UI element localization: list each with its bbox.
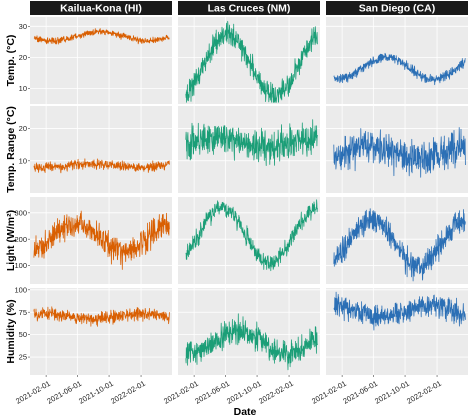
y-tick-label: 100	[14, 285, 27, 294]
series-line-las-cruces-nm-temp-c	[185, 20, 318, 103]
panel-temp-range-c-san-diego-ca	[326, 106, 468, 193]
panel-background	[178, 288, 320, 375]
strip-las-cruces-nm: Las Cruces (NM)	[178, 1, 320, 15]
y-tick-label: 20	[19, 124, 27, 133]
x-tick-label: 2022-02-01	[405, 379, 443, 406]
y-axis-label-temp-c: Temp. (°C)	[5, 35, 17, 87]
y-axis-label-temp-range-c: Temp. Range (°C)	[5, 106, 17, 193]
x-tick-label: 2022-02-01	[109, 379, 147, 406]
panels-layer	[30, 17, 468, 375]
series-line-las-cruces-nm-light-w-m	[185, 199, 318, 272]
panel-temp-c-las-cruces-nm	[178, 17, 320, 104]
panel-humidity-san-diego-ca	[326, 288, 468, 375]
x-tick-label: 2021-10-01	[225, 379, 263, 406]
strip-san-diego-ca: San Diego (CA)	[326, 1, 468, 15]
y-tick-label: 300	[14, 208, 27, 217]
x-tick-label: 2021-06-01	[341, 379, 379, 406]
y-tick-label: 10	[19, 84, 27, 93]
x-tick-label: 2021-06-01	[45, 379, 83, 406]
y-tick-label: 10	[19, 156, 27, 165]
panel-background	[30, 17, 172, 104]
series-line-san-diego-ca-temp-c	[333, 52, 466, 86]
strip-kailua-kona-hi: Kailua-Kona (HI)	[30, 1, 172, 15]
x-tick-label: 2022-02-01	[257, 379, 295, 406]
series-line-las-cruces-nm-humidity	[185, 313, 318, 371]
panel-light-w-m-kailua-kona-hi	[30, 197, 172, 284]
panel-temp-range-c-kailua-kona-hi	[30, 106, 172, 193]
strip-background	[178, 1, 320, 15]
strip-label: Las Cruces (NM)	[208, 3, 291, 15]
series-line-san-diego-ca-humidity	[333, 291, 466, 331]
series-line-kailua-kona-hi-temp-c	[33, 28, 170, 45]
y-tick-label: 100	[14, 261, 27, 270]
panel-background	[326, 288, 468, 375]
panel-light-w-m-san-diego-ca	[326, 197, 468, 284]
strip-background	[326, 1, 468, 15]
y-axis-label-light-w-m: Light (W/m²)	[5, 210, 17, 271]
panel-background	[30, 288, 172, 375]
strip-background	[30, 1, 172, 15]
strip-label: Kailua-Kona (HI)	[60, 3, 142, 15]
panel-humidity-las-cruces-nm	[178, 288, 320, 375]
strip-label: San Diego (CA)	[359, 3, 435, 15]
panel-light-w-m-las-cruces-nm	[178, 197, 320, 284]
panel-temp-c-san-diego-ca	[326, 17, 468, 104]
y-tick-label: 50	[19, 330, 27, 339]
series-line-kailua-kona-hi-humidity	[33, 306, 170, 327]
x-tick-label: 2021-06-01	[193, 379, 231, 406]
series-line-san-diego-ca-light-w-m	[333, 208, 466, 282]
x-tick-label: 2021-02-01	[310, 379, 348, 406]
panel-temp-range-c-las-cruces-nm	[178, 106, 320, 193]
y-tick-label: 200	[14, 235, 27, 244]
series-line-san-diego-ca-temp-range-c	[333, 127, 466, 178]
series-line-las-cruces-nm-temp-range-c	[185, 119, 318, 167]
y-tick-label: 30	[19, 22, 27, 31]
y-tick-label: 25	[19, 353, 27, 362]
x-tick-label: 2021-10-01	[77, 379, 115, 406]
x-tick-label: 2021-02-01	[14, 379, 52, 406]
x-axis-title: Date	[234, 406, 257, 418]
y-axis-label-humidity: Humidity (%)	[5, 299, 17, 363]
panel-background	[30, 106, 172, 193]
x-tick-label: 2021-10-01	[373, 379, 411, 406]
y-tick-label: 20	[19, 53, 27, 62]
panel-temp-c-kailua-kona-hi	[30, 17, 172, 104]
series-line-kailua-kona-hi-temp-range-c	[33, 158, 170, 174]
x-tick-label: 2021-02-01	[162, 379, 200, 406]
panel-humidity-kailua-kona-hi	[30, 288, 172, 375]
series-line-kailua-kona-hi-light-w-m	[33, 210, 170, 270]
y-tick-label: 75	[19, 308, 27, 317]
